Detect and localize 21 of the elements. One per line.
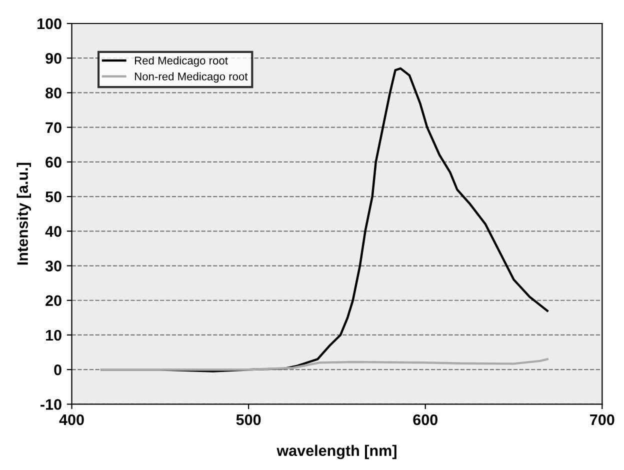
y-tick-label: 0 bbox=[54, 364, 62, 376]
y-tick-label: 10 bbox=[46, 330, 62, 341]
x-tick-label: 500 bbox=[236, 414, 261, 426]
y-tick-label: 90 bbox=[46, 52, 62, 64]
y-tick-label: -10 bbox=[40, 399, 62, 410]
x-axis-title: wavelength [nm] bbox=[276, 444, 396, 460]
y-tick-label: 80 bbox=[46, 88, 62, 98]
x-tick-label: 600 bbox=[413, 414, 438, 426]
y-tick-label: 20 bbox=[46, 295, 62, 306]
x-tick-label: 700 bbox=[590, 414, 614, 426]
y-tick-label: 50 bbox=[46, 191, 62, 202]
y-tick-label: 60 bbox=[46, 156, 62, 168]
legend-label: Red Medicago root bbox=[135, 56, 228, 67]
legend-label: Non-red Medicago root bbox=[135, 72, 248, 83]
x-tick-label: 400 bbox=[59, 414, 84, 426]
y-axis-title: Intensity [a.u.] bbox=[16, 162, 31, 265]
y-tick-label: 100 bbox=[38, 18, 62, 30]
y-tick-label: 40 bbox=[45, 226, 62, 237]
y-tick-label: 70 bbox=[46, 122, 62, 134]
line-series bbox=[100, 358, 548, 371]
y-tick-label: 30 bbox=[45, 260, 62, 272]
